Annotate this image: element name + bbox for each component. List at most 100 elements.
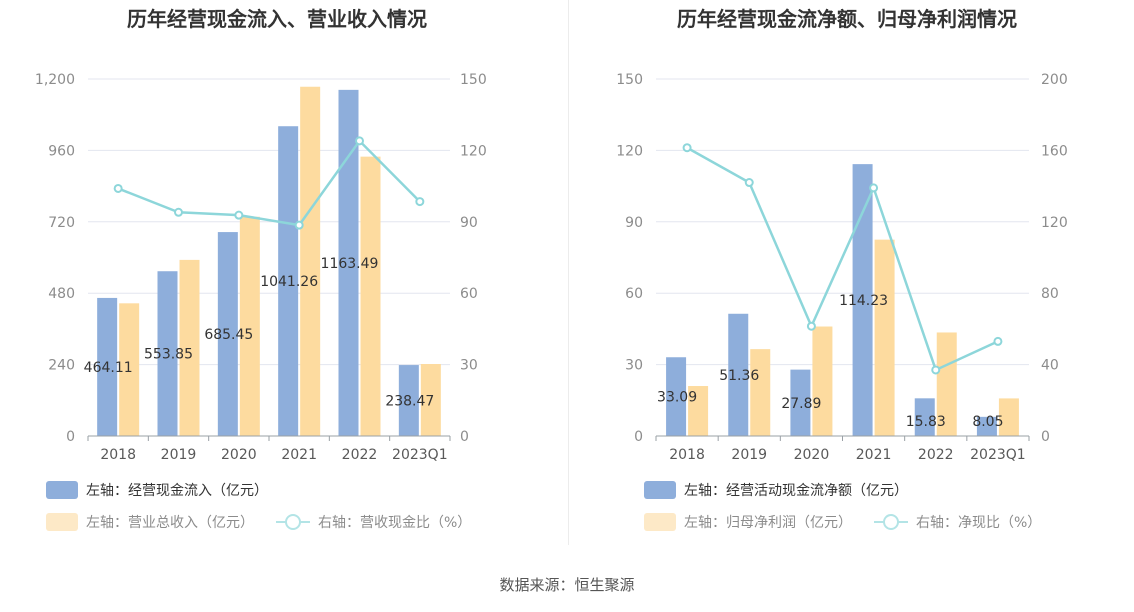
data-label: 464.11 xyxy=(84,360,133,376)
y-right-tick-label: 160 xyxy=(1041,143,1068,159)
legend-label-series-1[interactable]: 左轴：经营现金流入（亿元） xyxy=(86,483,268,499)
x-tick-label: 2020 xyxy=(221,447,257,463)
x-tick-label: 2019 xyxy=(731,447,767,463)
bar-series-2 xyxy=(239,216,260,436)
panel-divider xyxy=(568,0,569,545)
y-left-tick-label: 240 xyxy=(48,358,75,374)
y-left-tick-label: 30 xyxy=(625,358,643,374)
x-tick-label: 2018 xyxy=(100,447,136,463)
y-left-tick-label: 90 xyxy=(625,215,643,231)
y-right-tick-label: 120 xyxy=(1041,215,1068,231)
line-point xyxy=(931,365,941,375)
legend-swatch-line-marker[interactable] xyxy=(285,514,301,530)
bar-series-1 xyxy=(666,357,687,436)
y-right-tick-label: 30 xyxy=(460,358,478,374)
data-label: 8.05 xyxy=(972,414,1003,430)
chart-title: 历年经营现金流入、营业收入情况 xyxy=(127,7,427,31)
bar-series-2 xyxy=(179,259,200,436)
bar-series-2 xyxy=(750,349,771,436)
bar-series-2 xyxy=(119,303,140,436)
legend-swatch-series-1[interactable] xyxy=(644,481,676,499)
y-left-tick-label: 60 xyxy=(625,286,643,302)
chart-cash-inflow-revenue: 历年经营现金流入、营业收入情况 0 0 240 30 480 60 720 90 960 120 1,… xyxy=(35,7,487,531)
legend-label-line[interactable]: 右轴：营收现金比（%） xyxy=(318,515,471,531)
y-left-tick-label: 150 xyxy=(616,72,643,88)
legend-label-series-2[interactable]: 左轴：营业总收入（亿元） xyxy=(86,515,254,531)
legend-swatch-series-2[interactable] xyxy=(644,513,676,531)
y-left-tick-label: 0 xyxy=(634,429,643,445)
bar-series-1 xyxy=(278,126,299,436)
line-point xyxy=(806,321,816,331)
y-left-tick-label: 720 xyxy=(48,215,75,231)
data-source-note: 数据来源：恒生聚源 xyxy=(499,576,635,594)
line-point xyxy=(174,207,183,217)
y-left-tick-label: 120 xyxy=(616,143,643,159)
legend-swatch-series-2[interactable] xyxy=(46,513,78,531)
x-tick-label: 2021 xyxy=(856,447,892,463)
chart-title: 历年经营现金流净额、归母净利润情况 xyxy=(677,7,1017,31)
y-right-tick-label: 200 xyxy=(1041,72,1068,88)
y-right-tick-label: 0 xyxy=(1041,429,1050,445)
bar-series-1 xyxy=(398,365,419,436)
chart-net-cashflow-profit: 历年经营现金流净额、归母净利润情况 0 0 30 40 60 80 90 120 120 160 15… xyxy=(616,7,1068,531)
y-right-tick-label: 0 xyxy=(460,429,469,445)
data-label: 27.89 xyxy=(781,396,821,412)
x-tick-label: 2021 xyxy=(281,447,317,463)
data-label: 51.36 xyxy=(719,368,759,384)
legend-swatch-line-marker[interactable] xyxy=(883,514,899,530)
bar-series-1 xyxy=(852,164,873,436)
data-label: 685.45 xyxy=(204,327,253,343)
y-left-tick-label: 1,200 xyxy=(35,72,75,88)
y-right-tick-label: 60 xyxy=(460,286,478,302)
x-tick-label: 2022 xyxy=(918,447,954,463)
line-point xyxy=(355,136,364,146)
bar-series-1 xyxy=(914,398,935,436)
bar-series-2 xyxy=(998,398,1019,436)
y-right-tick-label: 40 xyxy=(1041,358,1059,374)
legend-label-series-1[interactable]: 左轴：经营活动现金流净额（亿元） xyxy=(684,483,908,499)
bar-series-2 xyxy=(812,326,833,436)
data-label: 15.83 xyxy=(906,414,946,430)
y-right-tick-label: 80 xyxy=(1041,286,1059,302)
x-tick-label: 2023Q1 xyxy=(970,447,1026,463)
y-left-tick-label: 480 xyxy=(48,286,75,302)
line-series xyxy=(686,146,999,372)
x-tick-label: 2022 xyxy=(342,447,378,463)
bar-series-2 xyxy=(688,386,709,436)
line-point xyxy=(234,210,244,220)
x-tick-label: 2020 xyxy=(794,447,830,463)
bar-series-2 xyxy=(420,364,441,436)
bar-series-1 xyxy=(97,297,118,436)
bar-series-1 xyxy=(976,416,997,436)
bar-series-2 xyxy=(874,239,895,436)
line-point xyxy=(294,220,304,230)
legend-swatch-series-1[interactable] xyxy=(46,481,78,499)
data-label: 238.47 xyxy=(385,394,434,410)
bar-series-1 xyxy=(728,313,749,436)
line-point xyxy=(744,178,754,188)
line-point xyxy=(869,183,879,193)
data-label: 553.85 xyxy=(144,347,193,363)
y-left-tick-label: 960 xyxy=(48,143,75,159)
y-right-tick-label: 150 xyxy=(460,72,487,88)
bar-series-2 xyxy=(300,86,321,437)
data-label: 114.23 xyxy=(839,293,888,309)
y-right-tick-label: 120 xyxy=(460,143,487,159)
data-label: 1041.26 xyxy=(260,274,318,290)
legend-label-line[interactable]: 右轴：净现比（%） xyxy=(916,515,1041,531)
bar-series-2 xyxy=(360,156,381,436)
bar-series-1 xyxy=(217,232,238,436)
line-point xyxy=(682,143,692,153)
x-tick-label: 2018 xyxy=(669,447,705,463)
data-label: 33.09 xyxy=(657,390,697,406)
x-tick-label: 2019 xyxy=(161,447,197,463)
legend-label-series-2[interactable]: 左轴：归母净利润（亿元） xyxy=(684,514,852,531)
x-tick-label: 2023Q1 xyxy=(392,447,448,463)
line-series xyxy=(117,138,421,227)
line-point xyxy=(415,197,425,207)
data-label: 1163.49 xyxy=(321,256,379,272)
bar-series-1 xyxy=(157,271,178,436)
bar-series-1 xyxy=(338,89,359,436)
bar-series-2 xyxy=(936,332,957,436)
